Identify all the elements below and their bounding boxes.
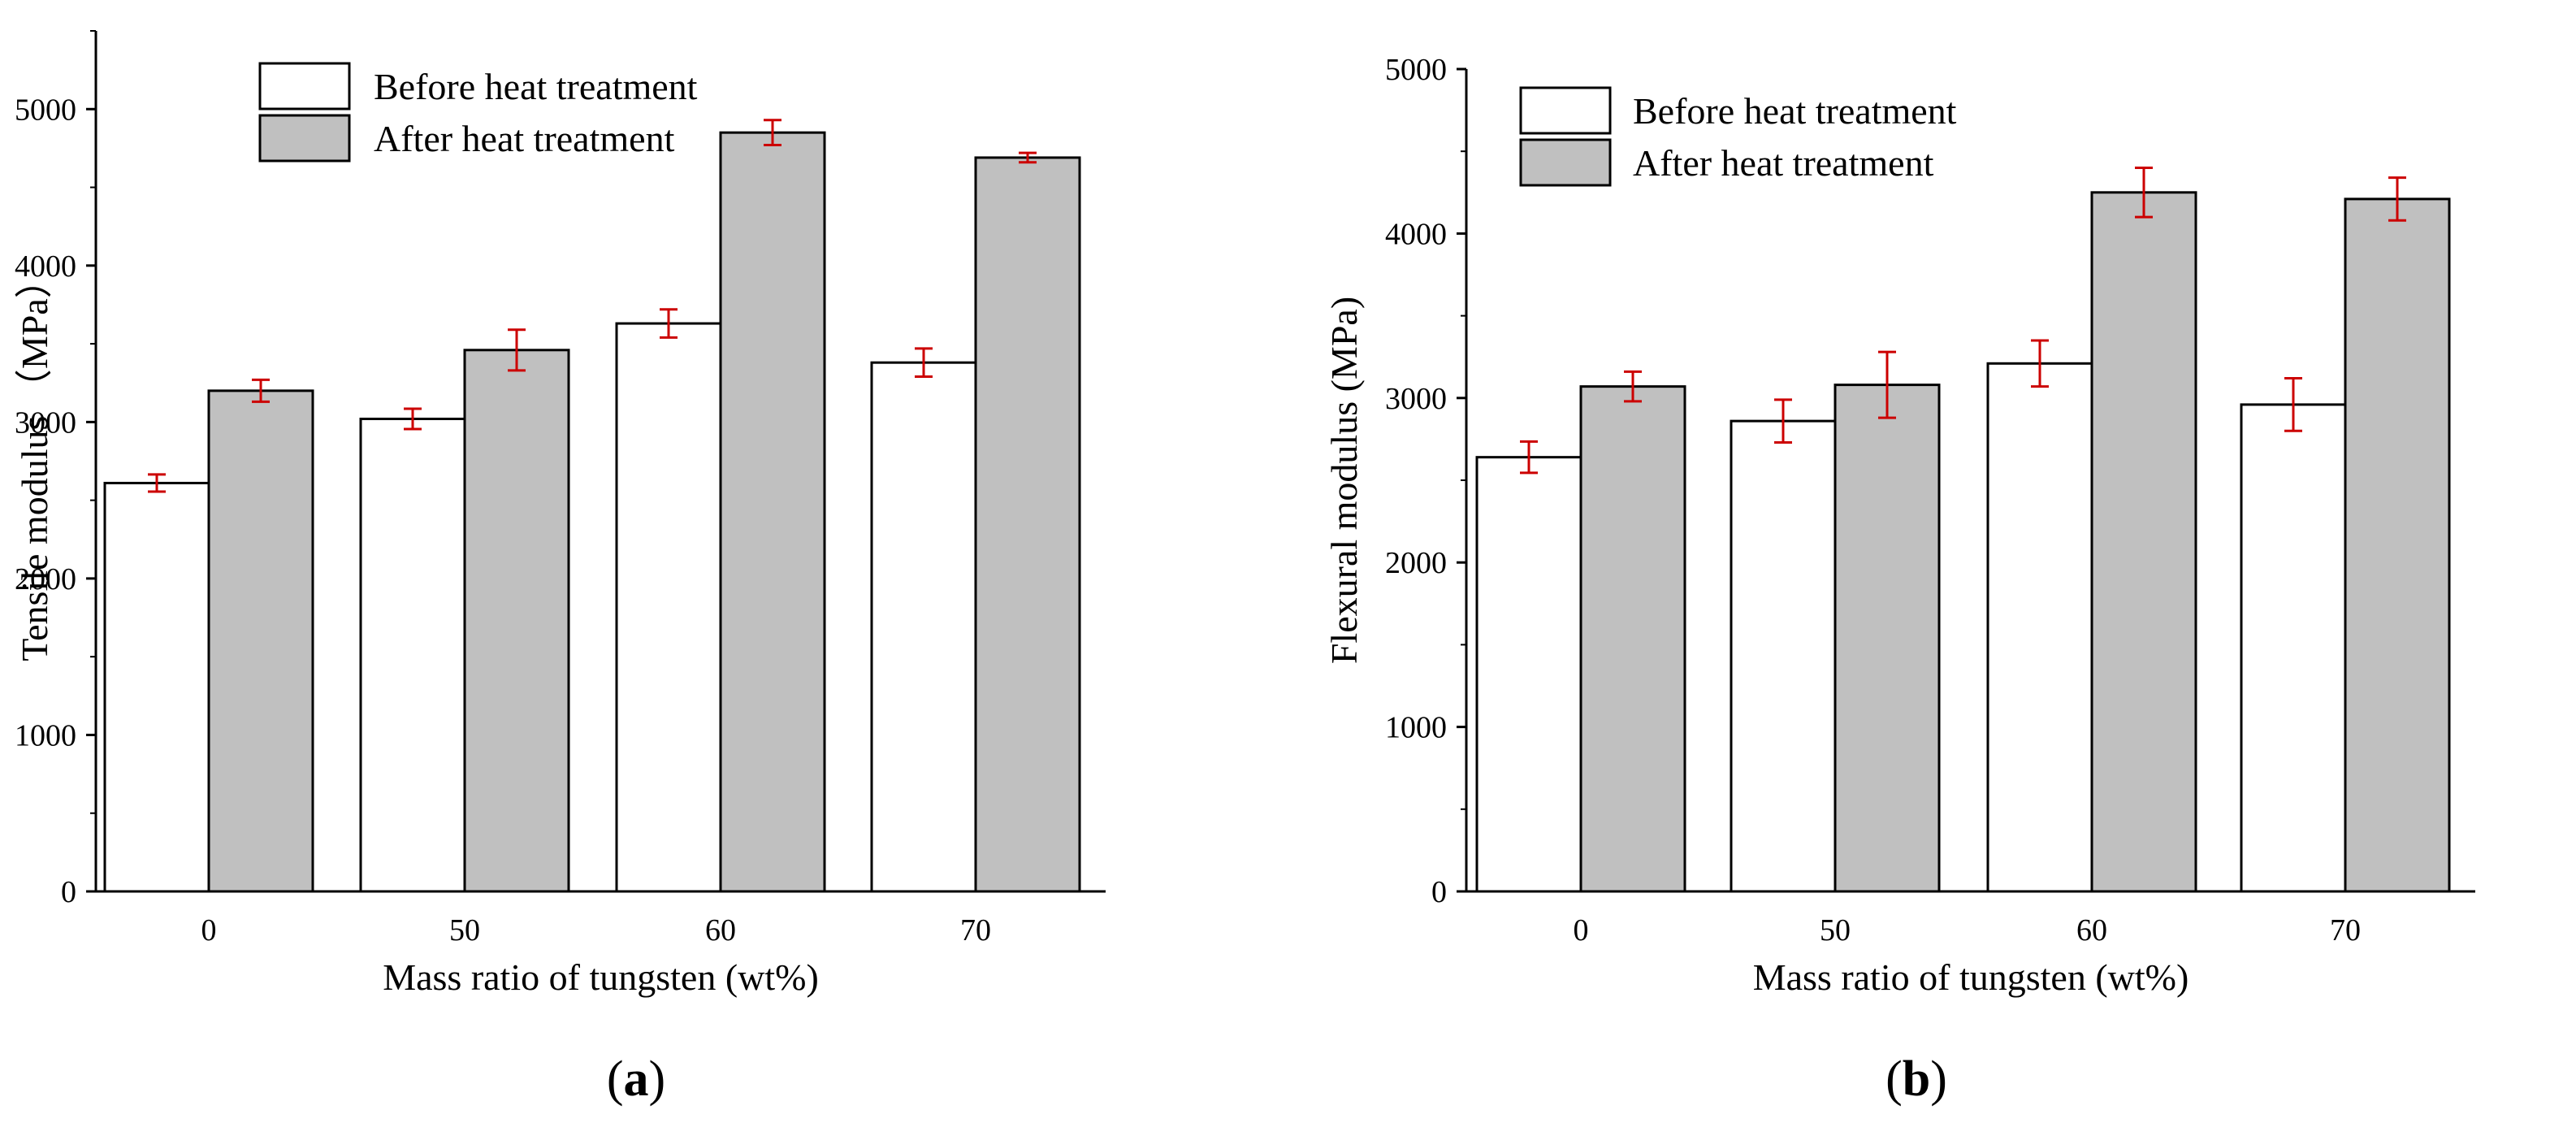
x-tick-label: 60: [705, 913, 736, 947]
error-bar-before-70: [915, 347, 933, 379]
error-bar-before-60: [660, 308, 678, 339]
legend: Before heat treatment After heat treatmen…: [258, 62, 698, 163]
x-tick-label: 70: [2330, 913, 2361, 947]
legend-label-after: After heat treatment: [374, 118, 675, 159]
legend-swatch-before: [258, 62, 351, 111]
bar-after-0: [207, 389, 314, 893]
bar-after-70: [974, 156, 1081, 893]
error-bar-before-70: [2284, 377, 2302, 432]
bar-before-70: [870, 361, 977, 893]
bar-after-50: [463, 349, 570, 893]
y-tick-label: 4000: [15, 249, 76, 284]
error-bar-after-0: [1624, 370, 1642, 403]
error-bar-after-50: [1878, 350, 1896, 419]
bar-before-50: [359, 418, 466, 893]
error-bar-after-50: [508, 328, 526, 372]
chart-panel-b: 0 1000 2000 3000 4000 5000 0 50 60 70 Mass ratio o…: [1323, 53, 2475, 1107]
x-tick-label: 70: [960, 913, 991, 947]
error-bar-after-70: [1019, 151, 1037, 164]
error-bar-before-0: [148, 473, 166, 493]
error-bar-after-60: [764, 119, 781, 147]
panel-label: (a): [607, 1051, 665, 1107]
y-tick-label: 4000: [1385, 217, 1447, 251]
x-tick-label: 0: [1574, 913, 1589, 947]
error-bar-after-70: [2388, 176, 2406, 222]
bar-after-0: [1579, 385, 1686, 893]
bar-before-70: [2240, 403, 2347, 893]
error-bar-after-60: [2135, 166, 2153, 219]
bar-before-50: [1730, 419, 1837, 893]
y-tick-label: 1000: [15, 718, 76, 752]
chart-panel-a: 0 1000 2000 3000 4000 5000 0 50 60 70 Mass ratio o…: [14, 30, 1106, 1107]
bar-after-60: [2090, 191, 2197, 893]
legend-swatch-before: [1519, 86, 1612, 135]
y-tick-label: 0: [1431, 875, 1447, 909]
panel-label: (b): [1885, 1051, 1947, 1107]
legend: Before heat treatment After heat treatmen…: [1519, 86, 1957, 187]
legend-swatch-after: [258, 114, 351, 163]
bar-after-50: [1834, 384, 1941, 893]
bar-before-0: [1475, 456, 1582, 893]
error-bar-before-50: [404, 407, 422, 431]
y-axis-title: Tensile modulus （MPa）: [14, 261, 55, 661]
y-tick-label: 2000: [1385, 546, 1447, 580]
y-tick-label: 5000: [15, 93, 76, 127]
x-tick-label: 60: [2076, 913, 2107, 947]
bar-before-0: [103, 481, 210, 893]
x-axis-title: Mass ratio of tungsten (wt%): [383, 956, 819, 998]
y-axis-title: Flexural modulus (MPa): [1323, 297, 1365, 664]
y-tick-label: 0: [61, 875, 76, 909]
y-tick-label: 5000: [1385, 53, 1447, 87]
bar-before-60: [615, 322, 722, 893]
error-bar-before-60: [2031, 339, 2049, 388]
error-bar-before-50: [1774, 398, 1792, 444]
y-tick-label: 3000: [1385, 382, 1447, 416]
x-tick-label: 50: [449, 913, 480, 947]
legend-label-before: Before heat treatment: [374, 66, 698, 107]
y-tick-label: 1000: [1385, 711, 1447, 745]
y-tick-label: 3000: [15, 405, 76, 440]
error-bar-before-0: [1520, 440, 1538, 475]
bar-after-60: [719, 131, 826, 893]
error-bar-after-0: [252, 378, 270, 403]
legend-swatch-after: [1519, 138, 1612, 187]
x-axis-title: Mass ratio of tungsten (wt%): [1753, 956, 2189, 998]
x-tick-label: 50: [1820, 913, 1851, 947]
bar-after-70: [2344, 197, 2451, 893]
legend-label-before: Before heat treatment: [1633, 90, 1957, 132]
bar-before-60: [1986, 362, 2093, 893]
y-tick-label: 2000: [15, 562, 76, 596]
x-tick-label: 0: [201, 913, 217, 947]
legend-label-after: After heat treatment: [1633, 142, 1934, 184]
